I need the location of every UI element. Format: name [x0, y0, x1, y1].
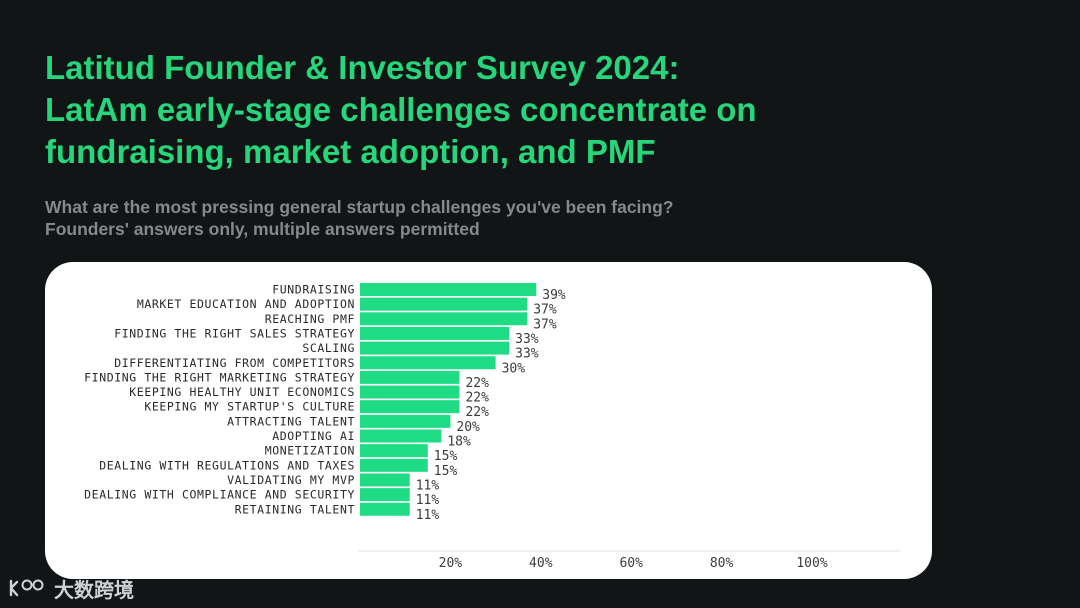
category-label: FINDING THE RIGHT MARKETING STRATEGY	[84, 370, 355, 384]
value-label: 15%	[434, 449, 458, 464]
category-label: RETAINING TALENT	[235, 502, 355, 516]
value-label: 37%	[533, 303, 557, 318]
bar	[360, 312, 528, 326]
category-label: DIFFERENTIATING FROM COMPETITORS	[114, 356, 355, 370]
slide-subtitle: What are the most pressing general start…	[45, 196, 1005, 240]
bar	[360, 385, 460, 399]
subtitle-line: Founders' answers only, multiple answers…	[45, 219, 480, 239]
value-label: 37%	[533, 317, 557, 332]
bar	[360, 283, 537, 296]
title-line: fundraising, market adoption, and PMF	[45, 133, 656, 170]
value-label: 33%	[515, 347, 539, 362]
value-label: 11%	[416, 493, 440, 508]
value-label: 30%	[502, 361, 526, 376]
watermark: 大数跨境	[8, 574, 134, 602]
category-label: ADOPTING AI	[272, 429, 355, 443]
watermark-text: 大数跨境	[54, 577, 134, 602]
value-label: 22%	[465, 391, 489, 406]
category-label: SCALING	[302, 341, 355, 355]
category-label: VALIDATING MY MVP	[227, 473, 355, 487]
value-label: 22%	[465, 376, 489, 391]
bar	[360, 502, 410, 516]
bar	[360, 326, 510, 340]
logo-icon	[9, 579, 44, 597]
value-label: 39%	[542, 288, 566, 303]
category-label: KEEPING MY STARTUP'S CULTURE	[144, 400, 355, 414]
bar	[360, 341, 510, 355]
x-tick-label: 60%	[619, 556, 643, 571]
x-tick-label: 80%	[710, 556, 734, 571]
value-label: 11%	[416, 508, 440, 523]
value-label: 18%	[447, 435, 471, 450]
title-line: Latitud Founder & Investor Survey 2024:	[45, 49, 680, 86]
slide-title: Latitud Founder & Investor Survey 2024: …	[45, 47, 1005, 173]
bar	[360, 444, 428, 458]
bar	[360, 297, 528, 311]
bar	[360, 429, 442, 443]
bar	[360, 370, 460, 384]
bar	[360, 488, 410, 502]
category-label: REACHING PMF	[265, 312, 355, 326]
value-label: 33%	[515, 332, 539, 347]
value-label: 20%	[456, 420, 480, 435]
subtitle-line: What are the most pressing general start…	[45, 197, 674, 217]
category-label: MONETIZATION	[265, 444, 355, 458]
category-label: ATTRACTING TALENT	[227, 414, 355, 428]
bar	[360, 458, 428, 472]
bar	[360, 356, 496, 370]
category-label: FINDING THE RIGHT SALES STRATEGY	[114, 326, 355, 340]
x-tick-label: 40%	[529, 556, 553, 571]
category-label: KEEPING HEALTHY UNIT ECONOMICS	[129, 385, 355, 399]
bar	[360, 400, 460, 414]
bar	[360, 473, 410, 487]
value-label: 22%	[465, 405, 489, 420]
bar	[360, 414, 451, 428]
title-line: LatAm early-stage challenges concentrate…	[45, 91, 757, 128]
value-label: 11%	[416, 478, 440, 493]
category-label: MARKET EDUCATION AND ADOPTION	[137, 297, 355, 311]
x-tick-label: 100%	[796, 556, 827, 571]
chart-card: FUNDRAISING 39% MARKET EDUCATION AND ADOPT…	[45, 262, 932, 579]
category-label: FUNDRAISING	[272, 283, 355, 297]
value-label: 15%	[434, 464, 458, 479]
category-label: DEALING WITH REGULATIONS AND TAXES	[99, 458, 355, 472]
bar-chart: FUNDRAISING 39% MARKET EDUCATION AND ADOPT…	[84, 283, 900, 571]
x-tick-label: 20%	[439, 556, 463, 571]
category-label: DEALING WITH COMPLIANCE AND SECURITY	[84, 488, 355, 502]
